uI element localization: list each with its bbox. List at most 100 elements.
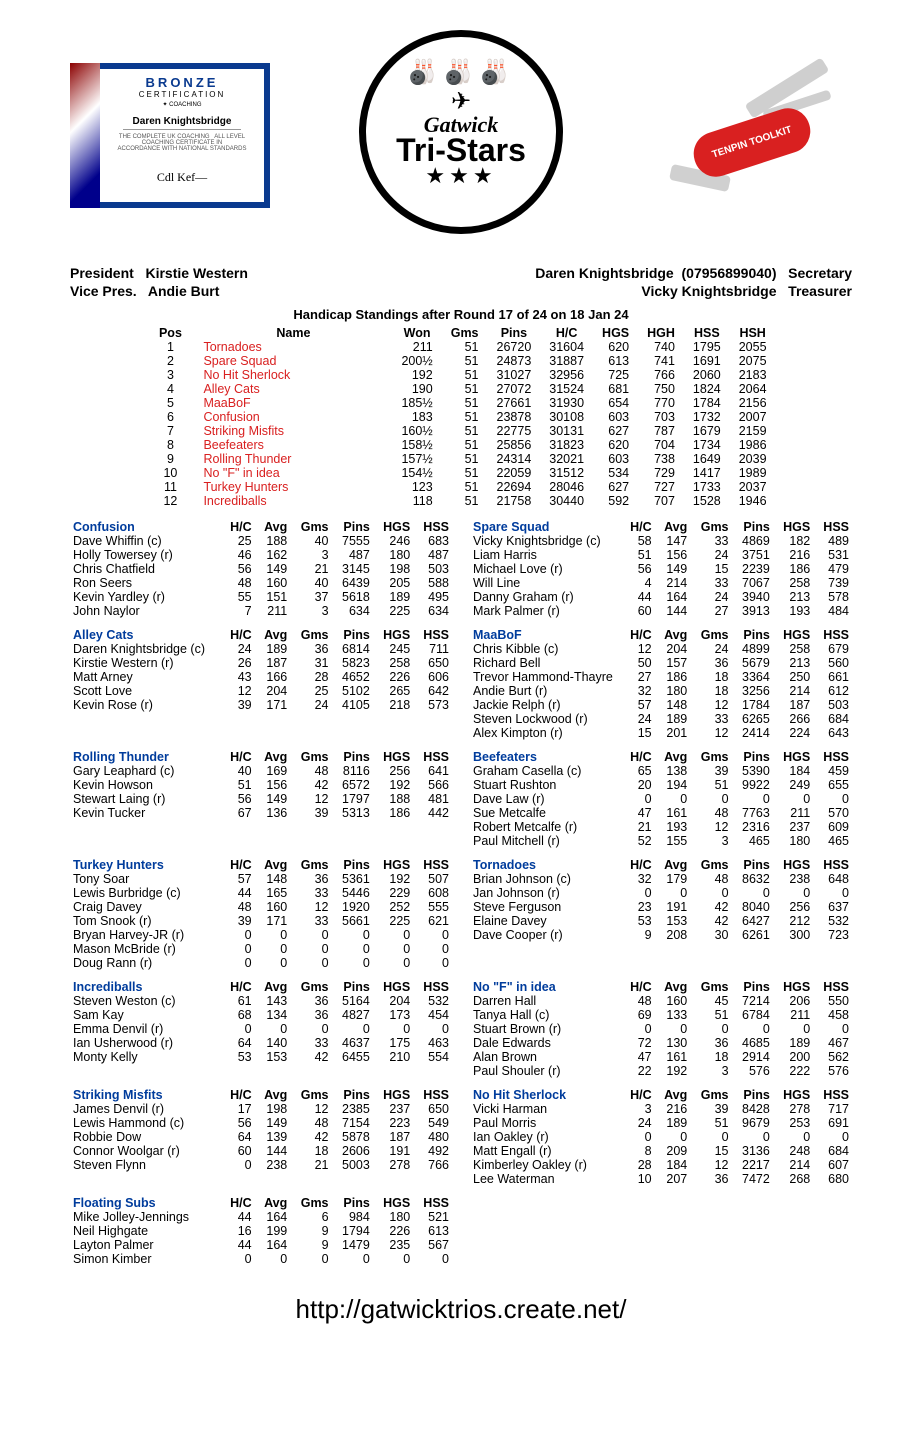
player-row: Bryan Harvey-JR (r)000000	[70, 928, 452, 942]
player-row: Connor Woolgar (r)60144182606191492	[70, 1144, 452, 1158]
standings-header: Name	[194, 326, 392, 340]
player-row: Danny Graham (r)44164243940213578	[470, 590, 852, 604]
team-table: Turkey HuntersH/CAvgGmsPinsHGSHSSTony So…	[70, 858, 452, 970]
standings-row: 5MaaBoF185½51276613193065477017842156	[146, 396, 775, 410]
player-row: Steve Ferguson23191428040256637	[470, 900, 852, 914]
player-row: Ron Seers48160406439205588	[70, 576, 452, 590]
player-row: Simon Kimber000000	[70, 1252, 452, 1266]
standings-row: 7Striking Misfits160½5122775301316277871…	[146, 424, 775, 438]
standings-row: 10No "F" in idea154½51220593151253472914…	[146, 466, 775, 480]
player-row: Alex Kimpton (r)15201122414224643	[470, 726, 852, 740]
player-row: Chris Kibble (c)12204244899258679	[470, 642, 852, 656]
cert-text: THE COMPLETE UK COACHING ALL LEVEL COACH…	[106, 134, 258, 152]
player-row: Emma Denvil (r)000000	[70, 1022, 452, 1036]
player-row: Robbie Dow64139425878187480	[70, 1130, 452, 1144]
player-row: Chris Chatfield56149213145198503	[70, 562, 452, 576]
team-table: IncrediballsH/CAvgGmsPinsHGSHSSSteven We…	[70, 980, 452, 1064]
cert-title: BRONZE	[106, 75, 258, 90]
player-row: Dave Law (r)000000	[470, 792, 852, 806]
president-name: Kirstie Western	[145, 265, 247, 281]
player-row: Craig Davey48160121920252555	[70, 900, 452, 914]
team-table: BeefeatersH/CAvgGmsPinsHGSHSSGraham Case…	[470, 750, 852, 848]
team-table: Floating SubsH/CAvgGmsPinsHGSHSSMike Jol…	[70, 1196, 452, 1266]
player-row: Elaine Davey53153426427212532	[470, 914, 852, 928]
secretary-name: Daren Knightsbridge	[535, 265, 673, 281]
player-row: Matt Engall (r)8209153136248684	[470, 1144, 852, 1158]
standings-row: 6Confusion18351238783010860370317322007	[146, 410, 775, 424]
player-row: Gary Leaphard (c)40169488116256641	[70, 764, 452, 778]
standings-table: PosNameWonGmsPinsH/CHGSHGHHSSHSH 1Tornad…	[146, 326, 775, 508]
bowling-pins-icon: 🎳🎳🎳	[407, 58, 515, 87]
standings-row: 1Tornadoes21151267203160462074017952055	[146, 340, 775, 354]
standings-header: HSS	[684, 326, 730, 340]
player-row: Brian Johnson (c)32179488632238648	[470, 872, 852, 886]
standings-row: 4Alley Cats19051270723152468175018242064	[146, 382, 775, 396]
certificate-image: BRONZE CERTIFICATION ✦ COACHING Daren Kn…	[70, 63, 270, 208]
president-label: President	[70, 265, 134, 281]
team-name: Striking Misfits	[70, 1088, 221, 1102]
team-name: Rolling Thunder	[70, 750, 221, 764]
player-row: Kimberley Oakley (r)28184122217214607	[470, 1158, 852, 1172]
footer-url: http://gatwicktrios.create.net/	[70, 1294, 852, 1325]
player-row: Steven Lockwood (r)24189336265266684	[470, 712, 852, 726]
teams-grid: ConfusionH/CAvgGmsPinsHGSHSSDave Whiffin…	[70, 520, 852, 1266]
team-name: No "F" in idea	[470, 980, 621, 994]
player-row: Kevin Yardley (r)55151375618189495	[70, 590, 452, 604]
cert-signature: Cdl Kef—	[106, 170, 258, 185]
player-row: Lewis Burbridge (c)44165335446229608	[70, 886, 452, 900]
player-row: Dale Edwards72130364685189467	[470, 1036, 852, 1050]
team-name: MaaBoF	[470, 628, 621, 642]
player-row: Monty Kelly53153426455210554	[70, 1050, 452, 1064]
player-row: Michael Love (r)56149152239186479	[470, 562, 852, 576]
secretary-phone: (07956899040)	[682, 265, 777, 281]
toolkit-image: TENPIN TOOLKIT	[652, 50, 852, 220]
team-name: Confusion	[70, 520, 221, 534]
player-row: Tony Soar57148365361192507	[70, 872, 452, 886]
player-row: Mark Palmer (r)60144273913193484	[470, 604, 852, 618]
player-row: James Denvil (r)17198122385237650	[70, 1102, 452, 1116]
player-row: Tanya Hall (c)69133516784211458	[470, 1008, 852, 1022]
secretary-label: Secretary	[788, 265, 852, 281]
player-row: Holly Towersey (r)461623487180487	[70, 548, 452, 562]
player-row: Paul Mitchell (r)521553465180465	[470, 834, 852, 848]
player-row: Tom Snook (r)39171335661225621	[70, 914, 452, 928]
standings-header: Gms	[442, 326, 488, 340]
officers-row-2: Vice Pres. Andie Burt Vicky Knightsbridg…	[70, 283, 852, 299]
standings-row: 2Spare Squad200½512487331887613741169120…	[146, 354, 775, 368]
player-row: Ian Usherwood (r)64140334637175463	[70, 1036, 452, 1050]
officers-row-1: President Kirstie Western Daren Knightsb…	[70, 265, 852, 281]
standings-row: 12Incrediballs11851217583044059270715281…	[146, 494, 775, 508]
player-row: Doug Rann (r)000000	[70, 956, 452, 970]
player-row: Mason McBride (r)000000	[70, 942, 452, 956]
player-row: Kirstie Western (r)26187315823258650	[70, 656, 452, 670]
player-row: Dave Cooper (r)9208306261300723	[470, 928, 852, 942]
player-row: Matt Arney43166284652226606	[70, 670, 452, 684]
standings-header: Pos	[146, 326, 194, 340]
team-name: Tornadoes	[470, 858, 621, 872]
player-row: Andie Burt (r)32180183256214612	[470, 684, 852, 698]
header-images: BRONZE CERTIFICATION ✦ COACHING Daren Kn…	[70, 30, 852, 240]
team-name: Turkey Hunters	[70, 858, 221, 872]
player-row: Lee Waterman10207367472268680	[470, 1172, 852, 1186]
player-row: Darren Hall48160457214206550	[470, 994, 852, 1008]
player-row: Alan Brown47161182914200562	[470, 1050, 852, 1064]
player-row: Will Line4214337067258739	[470, 576, 852, 590]
player-row: Layton Palmer4416491479235567	[70, 1238, 452, 1252]
player-row: Liam Harris51156243751216531	[470, 548, 852, 562]
player-row: Neil Highgate1619991794226613	[70, 1224, 452, 1238]
player-row: Daren Knightsbridge (c)24189366814245711	[70, 642, 452, 656]
standings-row: 8Beefeaters158½5125856318236207041734198…	[146, 438, 775, 452]
player-row: Kevin Howson51156426572192566	[70, 778, 452, 792]
team-name: Incrediballs	[70, 980, 221, 994]
player-row: Kevin Tucker67136395313186442	[70, 806, 452, 820]
player-row: Richard Bell50157365679213560	[470, 656, 852, 670]
player-row: John Naylor72113634225634	[70, 604, 452, 618]
standings-header: Won	[392, 326, 441, 340]
player-row: Vicki Harman3216398428278717	[470, 1102, 852, 1116]
tristars-logo: 🎳🎳🎳 ✈ Gatwick Tri-Stars ★★★	[351, 30, 571, 240]
team-table: MaaBoFH/CAvgGmsPinsHGSHSSChris Kibble (c…	[470, 628, 852, 740]
standings-header: HGS	[593, 326, 638, 340]
standings-row: 11Turkey Hunters123512269428046627727173…	[146, 480, 775, 494]
player-row: Ian Oakley (r)000000	[470, 1130, 852, 1144]
player-row: Vicky Knightsbridge (c)58147334869182489	[470, 534, 852, 548]
